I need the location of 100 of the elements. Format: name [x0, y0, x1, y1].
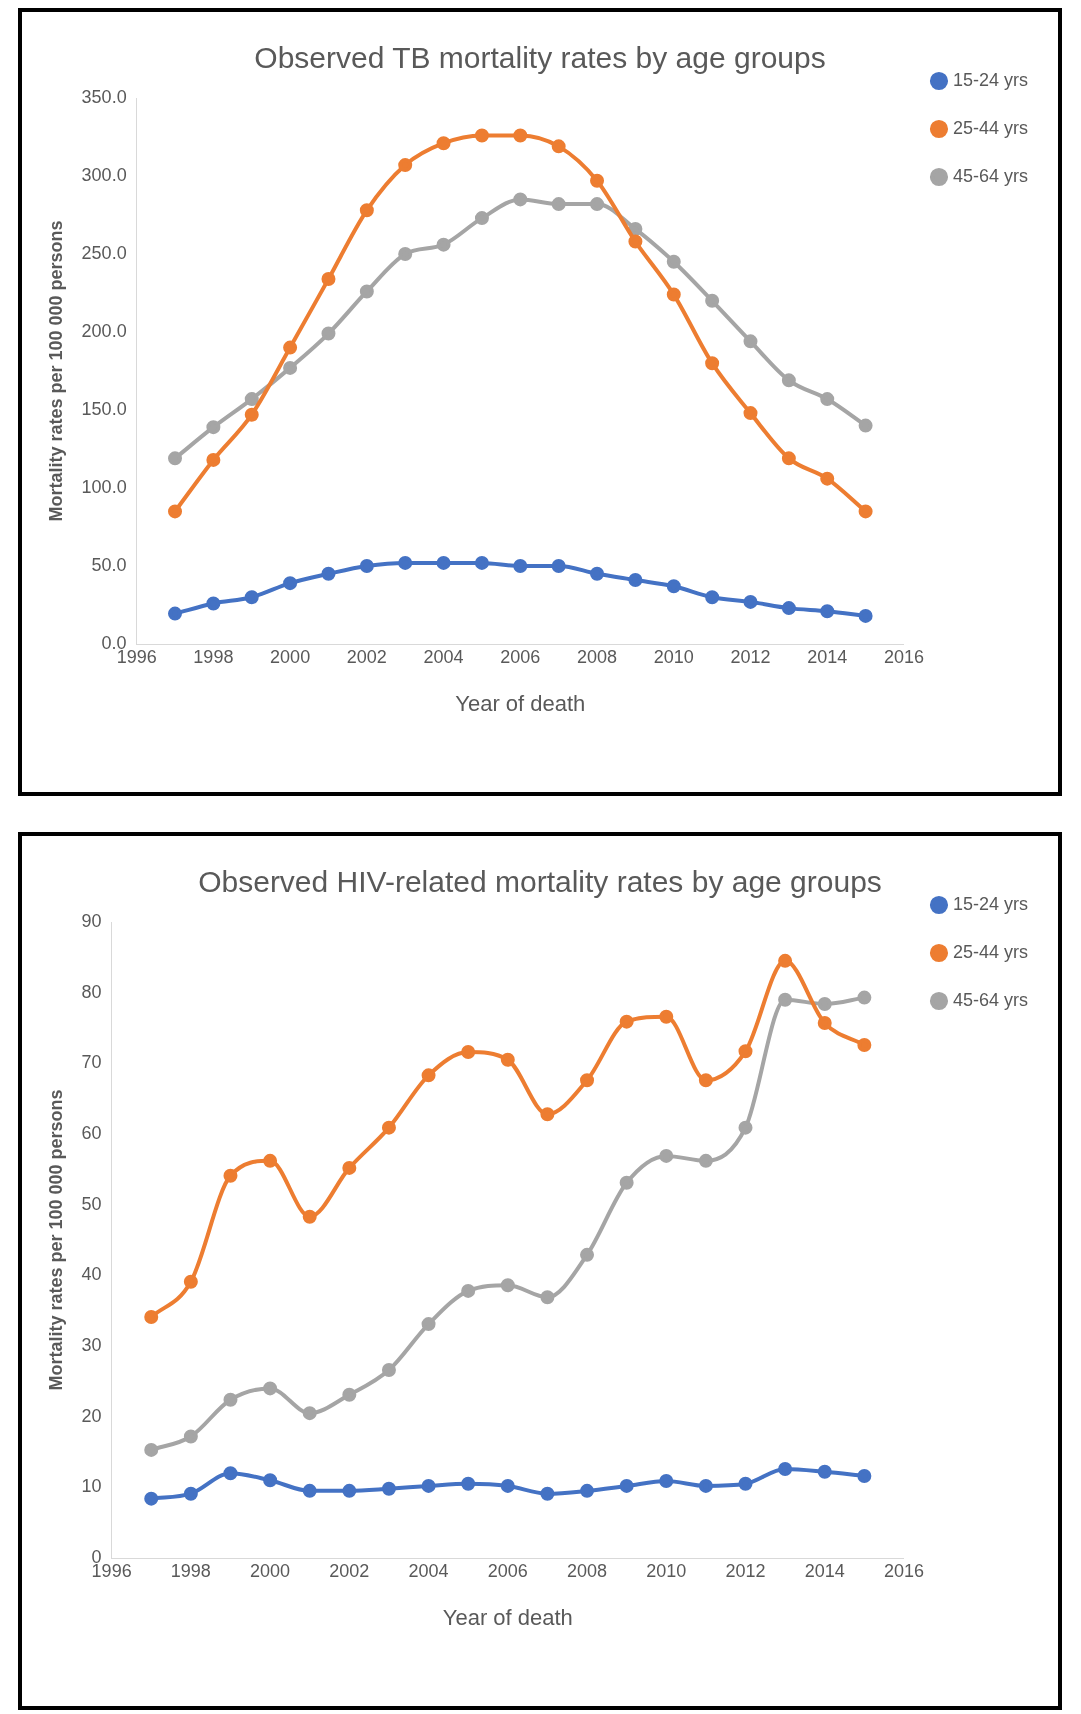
y-tick-label: 10 — [81, 1476, 102, 1497]
x-tick-label: 2006 — [487, 1560, 528, 1581]
point — [551, 139, 566, 154]
point — [223, 1168, 238, 1183]
point — [342, 1387, 357, 1402]
y-tick-label: 300.0 — [81, 164, 127, 185]
point — [705, 356, 720, 371]
point — [321, 326, 336, 341]
legend-label: 15-24 yrs — [952, 69, 1029, 90]
point — [580, 1247, 595, 1262]
point — [263, 1473, 278, 1488]
y-tick-label: 200.0 — [81, 320, 127, 341]
point — [474, 128, 489, 143]
point — [738, 1476, 753, 1491]
legend-label: 25-44 yrs — [952, 941, 1029, 962]
y-tick-label: 70 — [81, 1052, 102, 1073]
y-tick-label: 100.0 — [81, 476, 127, 497]
point — [659, 1473, 674, 1488]
point — [244, 392, 259, 407]
point — [857, 990, 872, 1005]
point — [857, 1469, 872, 1484]
y-tick-label: 50 — [81, 1193, 102, 1214]
legend-label: 25-44 yrs — [952, 117, 1029, 138]
point — [513, 559, 528, 573]
point — [857, 1037, 872, 1052]
point — [778, 992, 793, 1007]
point — [590, 197, 605, 212]
point — [580, 1483, 595, 1498]
x-tick-label: 2016 — [883, 646, 924, 667]
point — [381, 1481, 396, 1496]
y-tick-label: 150.0 — [81, 398, 127, 419]
point — [817, 996, 832, 1011]
point — [743, 334, 758, 349]
point — [551, 559, 566, 573]
point — [183, 1486, 198, 1501]
point — [206, 596, 221, 611]
point — [540, 1107, 555, 1122]
legend-label: 45-64 yrs — [952, 989, 1029, 1010]
y-tick-label: 30 — [81, 1334, 102, 1355]
x-tick-label: 2014 — [804, 1560, 845, 1581]
point — [619, 1014, 634, 1029]
x-tick-label: 2002 — [329, 1560, 370, 1581]
point — [580, 1073, 595, 1088]
point — [144, 1442, 159, 1457]
point — [858, 504, 873, 519]
point — [321, 566, 336, 581]
point — [743, 594, 758, 609]
point — [738, 1120, 753, 1135]
point — [666, 287, 681, 302]
point — [206, 452, 221, 467]
point — [705, 293, 720, 308]
point — [590, 566, 605, 581]
point — [820, 392, 835, 407]
y-axis-title: Mortality rates per 100 000 persons — [45, 1089, 66, 1391]
point — [743, 406, 758, 421]
point — [817, 1016, 832, 1031]
chart-title: Observed TB mortality rates by age groups — [254, 41, 826, 75]
point — [398, 158, 413, 173]
y-tick-label: 60 — [81, 1122, 102, 1143]
point — [628, 222, 643, 237]
point — [628, 234, 643, 249]
x-tick-label: 2010 — [646, 1560, 687, 1581]
x-tick-label: 2014 — [807, 646, 848, 667]
point — [781, 601, 796, 616]
point — [342, 1160, 357, 1175]
point — [659, 1009, 674, 1024]
x-tick-label: 2002 — [346, 646, 387, 667]
point — [381, 1363, 396, 1378]
y-tick-label: 250.0 — [81, 242, 127, 263]
point — [500, 1052, 515, 1067]
point — [144, 1491, 159, 1506]
point — [781, 373, 796, 388]
y-axis-title: Mortality rates per 100 000 persons — [45, 220, 66, 522]
point — [461, 1283, 476, 1298]
point — [421, 1068, 436, 1083]
point — [283, 576, 298, 591]
point — [474, 555, 489, 570]
y-tick-label: 20 — [81, 1405, 102, 1426]
point — [436, 555, 451, 570]
point — [474, 211, 489, 226]
x-tick-label: 2000 — [270, 646, 311, 667]
point — [858, 418, 873, 433]
point — [781, 451, 796, 466]
point — [500, 1278, 515, 1293]
y-tick-label: 40 — [81, 1264, 102, 1285]
point — [398, 247, 413, 261]
point — [500, 1478, 515, 1493]
x-tick-label: 2006 — [500, 646, 541, 667]
point — [778, 1461, 793, 1476]
point — [168, 606, 183, 621]
x-tick-label: 2004 — [423, 646, 464, 667]
point — [206, 420, 221, 435]
point — [820, 471, 835, 486]
x-tick-label: 1998 — [193, 646, 234, 667]
point — [183, 1429, 198, 1444]
point — [461, 1476, 476, 1491]
x-axis-title: Year of death — [442, 1604, 573, 1630]
point — [778, 953, 793, 968]
point — [398, 555, 413, 570]
point — [659, 1148, 674, 1163]
